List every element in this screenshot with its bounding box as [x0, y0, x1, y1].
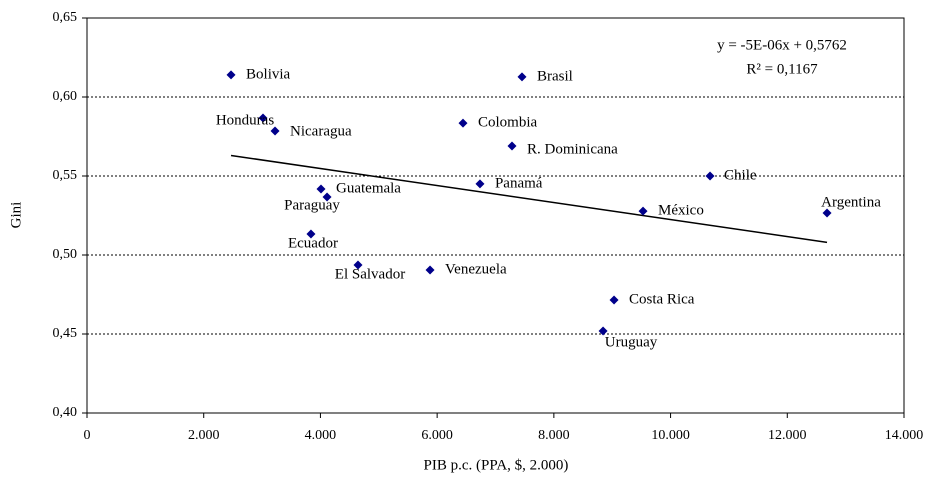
- point-label: Costa Rica: [629, 291, 695, 307]
- y-tick-label: 0,55: [53, 168, 78, 183]
- x-tick-label: 0: [84, 428, 91, 443]
- y-tick-label: 0,40: [53, 405, 78, 420]
- point-label: Venezuela: [445, 261, 507, 277]
- plot-frame: [86, 17, 905, 414]
- y-tick-label: 0,45: [53, 326, 78, 341]
- point-label: R. Dominicana: [527, 141, 618, 157]
- point: [609, 295, 619, 305]
- y-tick-label: 0,50: [53, 247, 78, 262]
- point: [316, 184, 326, 194]
- point: [507, 141, 517, 151]
- point: [306, 229, 316, 239]
- r-squared: R² = 0,1167: [746, 61, 818, 77]
- point-label: Brasil: [537, 68, 573, 84]
- x-tick-label: 6.000: [421, 428, 453, 443]
- point-label: Panamá: [495, 175, 543, 191]
- point-label: Guatemala: [336, 180, 401, 196]
- x-tick-label: 10.000: [651, 428, 690, 443]
- point-label: Bolivia: [246, 66, 291, 82]
- x-tick-label: 12.000: [768, 428, 807, 443]
- point: [598, 326, 608, 336]
- y-tick-label: 0,60: [53, 89, 78, 104]
- point: [638, 206, 648, 216]
- point: [226, 70, 236, 80]
- point-label: Nicaragua: [290, 123, 352, 139]
- y-axis-title: Gini: [8, 202, 24, 229]
- x-tick-label: 2.000: [188, 428, 220, 443]
- point-label: Ecuador: [288, 235, 338, 251]
- point-label: México: [658, 203, 704, 219]
- point: [475, 179, 485, 189]
- y-tick-label: 0,65: [53, 10, 78, 25]
- point: [270, 126, 280, 136]
- point: [322, 192, 332, 202]
- point-label: Colombia: [478, 115, 538, 131]
- x-tick-label: 8.000: [538, 428, 570, 443]
- equation: y = -5E-06x + 0,5762: [717, 37, 847, 53]
- point-label: El Salvador: [335, 266, 405, 282]
- point-label: Argentina: [821, 194, 881, 210]
- point-label: Paraguay: [284, 197, 340, 213]
- point-label: Chile: [724, 167, 757, 183]
- point: [822, 208, 832, 218]
- point: [353, 260, 363, 270]
- x-axis-title: PIB p.c. (PPA, $, 2.000): [424, 457, 569, 473]
- point-label: Honduras: [216, 112, 274, 128]
- point: [458, 118, 468, 128]
- trendline: [230, 154, 828, 244]
- point-label: Uruguay: [605, 334, 658, 350]
- point: [425, 265, 435, 275]
- point: [705, 171, 715, 181]
- x-tick-label: 14.000: [885, 428, 924, 443]
- point: [517, 72, 527, 82]
- x-tick-label: 4.000: [305, 428, 337, 443]
- point: [258, 113, 268, 123]
